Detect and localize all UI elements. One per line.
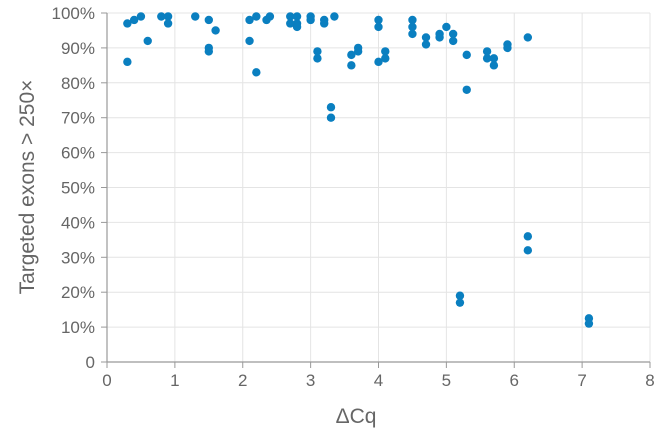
data-point (306, 15, 315, 25)
data-point (353, 47, 363, 56)
data-point (408, 22, 417, 32)
data-point (523, 246, 533, 255)
data-point (503, 43, 512, 53)
y-tick-label: 90% (61, 39, 95, 58)
data-point (347, 50, 356, 60)
data-point (211, 26, 220, 35)
y-tick-label: 60% (61, 144, 95, 163)
data-point (421, 33, 431, 42)
data-point (143, 36, 152, 46)
data-point (523, 33, 533, 42)
data-point (442, 22, 451, 32)
data-point (313, 47, 322, 56)
axes: 0 1 2 3 4 5 6 7 8 0 10% 20% 30% 40% 50% 60% 70% 80% 90% 100… (52, 4, 655, 390)
x-tick-label: 8 (645, 371, 654, 390)
data-point (326, 113, 336, 122)
data-point (448, 29, 458, 39)
y-tick-label: 50% (61, 179, 95, 198)
data-point (123, 57, 132, 67)
data-point (381, 47, 390, 56)
data-point (408, 29, 417, 39)
y-tick-label: 40% (61, 213, 95, 232)
data-point (374, 15, 383, 25)
x-tick-label: 7 (577, 371, 586, 390)
data-point (462, 85, 471, 94)
data-points (123, 12, 594, 328)
data-point (286, 19, 295, 28)
y-tick-label: 80% (61, 74, 95, 93)
x-tick-label: 3 (306, 371, 315, 390)
data-point (136, 12, 146, 21)
x-tick-label: 4 (374, 371, 383, 390)
y-tick-label: 70% (61, 109, 95, 128)
data-point (265, 12, 275, 21)
data-point (252, 12, 261, 21)
data-point (157, 12, 166, 21)
data-point (292, 12, 302, 21)
data-point (286, 12, 295, 21)
x-tick-label: 0 (102, 371, 111, 390)
data-point (330, 12, 339, 21)
data-point (252, 68, 261, 77)
data-point (489, 54, 499, 63)
data-point (204, 15, 214, 25)
y-axis-title: Targeted exons > 250× (16, 80, 39, 295)
data-point (163, 12, 173, 21)
x-axis-title: ΔCq (336, 405, 377, 428)
gridlines (107, 12, 651, 362)
data-point (313, 54, 322, 63)
data-point (129, 15, 139, 25)
y-tick-label: 30% (61, 248, 95, 267)
data-point (448, 36, 458, 46)
data-point (462, 50, 471, 60)
data-point (455, 291, 465, 300)
data-point (482, 47, 492, 56)
data-point (455, 298, 465, 307)
x-tick-label: 6 (510, 371, 519, 390)
data-point (245, 15, 254, 25)
y-tick-label: 100% (52, 4, 95, 23)
data-point (326, 103, 336, 112)
x-tick-label: 5 (442, 371, 451, 390)
y-tick-label: 20% (61, 283, 95, 302)
y-tick-label: 10% (61, 318, 95, 337)
data-point (435, 33, 444, 42)
data-point (163, 19, 173, 28)
data-point (408, 15, 417, 25)
data-point (374, 57, 383, 67)
data-point (292, 22, 302, 32)
data-point (482, 54, 492, 63)
data-point (320, 19, 329, 28)
data-point (204, 47, 214, 56)
y-tick-label: 0 (86, 353, 95, 372)
data-point (584, 319, 594, 328)
data-point (123, 19, 132, 28)
data-point (381, 54, 390, 63)
data-point (245, 36, 254, 46)
data-point (489, 61, 499, 70)
x-tick-label: 1 (170, 371, 179, 390)
data-point (191, 12, 200, 21)
x-tick-label: 2 (238, 371, 247, 390)
data-point (374, 22, 383, 32)
data-point (347, 61, 356, 70)
data-point (523, 232, 533, 241)
data-point (421, 40, 431, 49)
